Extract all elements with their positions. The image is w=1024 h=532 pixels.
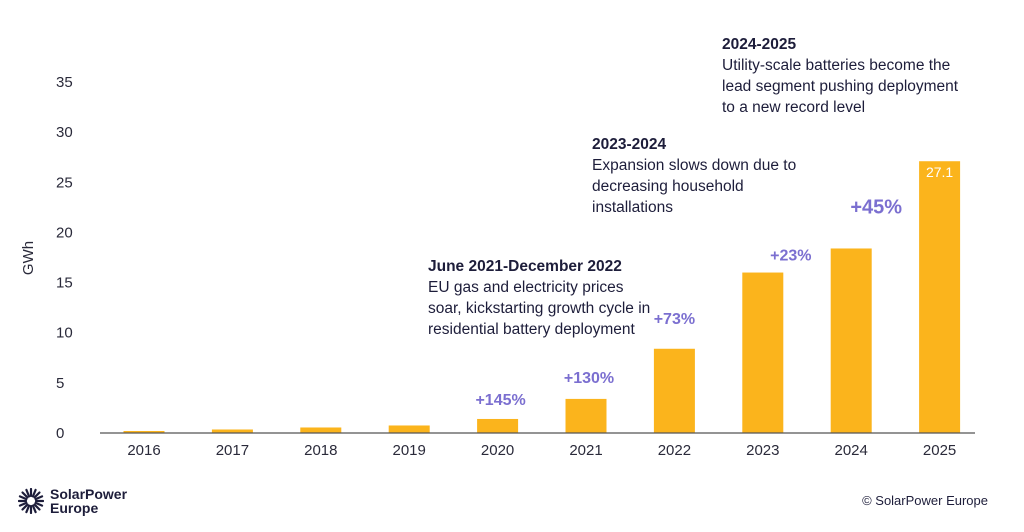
annotation-text: Expansion slows down due to decreasing h…	[592, 157, 797, 216]
annotation-title: June 2021-December 2022	[428, 258, 622, 275]
y-axis-label: GWh	[20, 241, 37, 275]
bar-2020	[477, 418, 519, 433]
bar-2024	[830, 248, 872, 433]
x-tick-label: 2019	[393, 442, 426, 459]
annotation-2023-2024: 2023-2024 Expansion slows down due to de…	[592, 134, 807, 218]
y-tick-label: 25	[56, 174, 73, 191]
bar-2021	[565, 398, 607, 433]
x-tick-label: 2023	[746, 442, 779, 459]
bar-2019	[388, 425, 430, 433]
x-tick-label: 2017	[216, 442, 249, 459]
x-tick-label: 2020	[481, 442, 514, 459]
bar-2018	[300, 427, 342, 433]
x-tick-label: 2022	[658, 442, 691, 459]
x-tick-label: 2021	[569, 442, 602, 459]
bar-2025	[919, 161, 961, 433]
solarpower-europe-logo: SolarPower Europe	[18, 487, 127, 515]
logo-line2: Europe	[50, 500, 99, 516]
bar-2023	[742, 272, 784, 433]
logo-line1: SolarPower	[50, 486, 128, 502]
growth-label: +130%	[564, 370, 614, 387]
growth-label: +145%	[475, 392, 525, 409]
bar-2022	[653, 348, 695, 433]
y-tick-label: 30	[56, 124, 73, 141]
bar-2017	[211, 429, 253, 433]
y-tick-label: 35	[56, 74, 73, 91]
copyright: © SolarPower Europe	[862, 493, 988, 508]
y-tick-label: 15	[56, 275, 73, 292]
y-tick-label: 10	[56, 325, 73, 342]
growth-label: +45%	[850, 196, 902, 218]
x-tick-label: 2024	[835, 442, 868, 459]
data-label: 27.1	[926, 164, 953, 180]
x-tick-label: 2025	[923, 442, 956, 459]
x-tick-label: 2016	[127, 442, 160, 459]
y-tick-label: 20	[56, 224, 73, 241]
annotation-text: EU gas and electricity prices soar, kick…	[428, 279, 651, 338]
y-tick-label: 0	[56, 425, 64, 442]
x-tick-label: 2018	[304, 442, 337, 459]
annotation-title: 2024-2025	[722, 36, 797, 53]
bar-2016	[123, 430, 165, 433]
y-tick-label: 5	[56, 375, 64, 392]
growth-label: +23%	[770, 248, 811, 265]
annotation-text: Utility-scale batteries become the lead …	[722, 57, 959, 116]
growth-label: +73%	[654, 311, 695, 328]
annotation-2021-2022: June 2021-December 2022 EU gas and elect…	[428, 256, 658, 340]
annotation-2024-2025: 2024-2025 Utility-scale batteries become…	[722, 34, 962, 118]
annotation-title: 2023-2024	[592, 136, 667, 153]
sun-icon	[18, 488, 44, 514]
